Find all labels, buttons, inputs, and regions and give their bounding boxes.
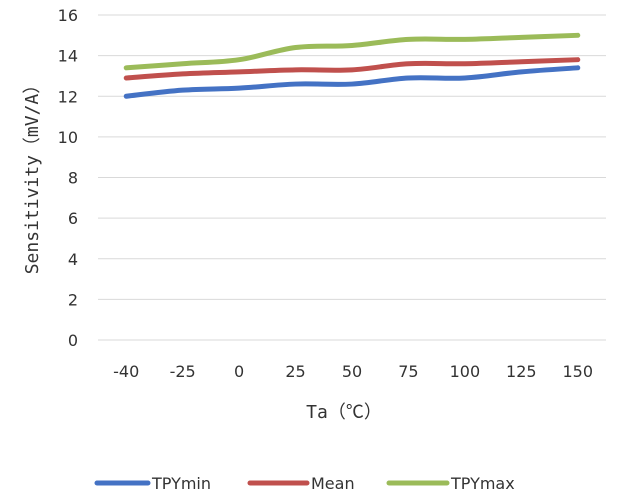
series-line-tpymax — [123, 32, 581, 71]
y-tick-label: 10 — [58, 128, 78, 147]
x-tick-label: 0 — [234, 362, 244, 381]
legend-label-tpymin: TPYmin — [151, 474, 211, 493]
y-tick-label: 8 — [68, 169, 78, 188]
legend: TPYmin Mean TPYmax — [94, 474, 515, 493]
y-tick-label: 12 — [58, 87, 78, 106]
x-axis-ticks: -40 -25 0 25 50 75 100 125 150 — [113, 362, 593, 381]
x-tick-label: 50 — [342, 362, 362, 381]
legend-label-tpymax: TPYmax — [450, 474, 515, 493]
y-tick-label: 4 — [68, 250, 78, 269]
gridlines — [98, 14, 606, 300]
series-line-tpymin — [123, 65, 581, 99]
x-axis-title: Ta（℃） — [306, 402, 382, 423]
x-tick-label: 100 — [450, 362, 481, 381]
x-tick-label: 75 — [398, 362, 418, 381]
y-axis-ticks: 0 2 4 6 8 10 12 14 16 — [58, 6, 78, 350]
y-tick-label: 2 — [68, 290, 78, 309]
y-axis-title: Sensitivity（mV/A） — [22, 76, 43, 275]
y-tick-label: 6 — [68, 209, 78, 228]
x-tick-label: -40 — [113, 362, 139, 381]
x-tick-label: 25 — [285, 362, 305, 381]
legend-label-mean: Mean — [311, 474, 355, 493]
y-tick-label: 16 — [58, 6, 78, 25]
x-tick-label: 125 — [506, 362, 537, 381]
y-tick-label: 14 — [58, 47, 78, 66]
x-tick-label: 150 — [563, 362, 594, 381]
series-line-mean — [123, 57, 581, 81]
x-tick-label: -25 — [170, 362, 196, 381]
y-tick-label: 0 — [68, 331, 78, 350]
series-lines — [123, 32, 581, 99]
